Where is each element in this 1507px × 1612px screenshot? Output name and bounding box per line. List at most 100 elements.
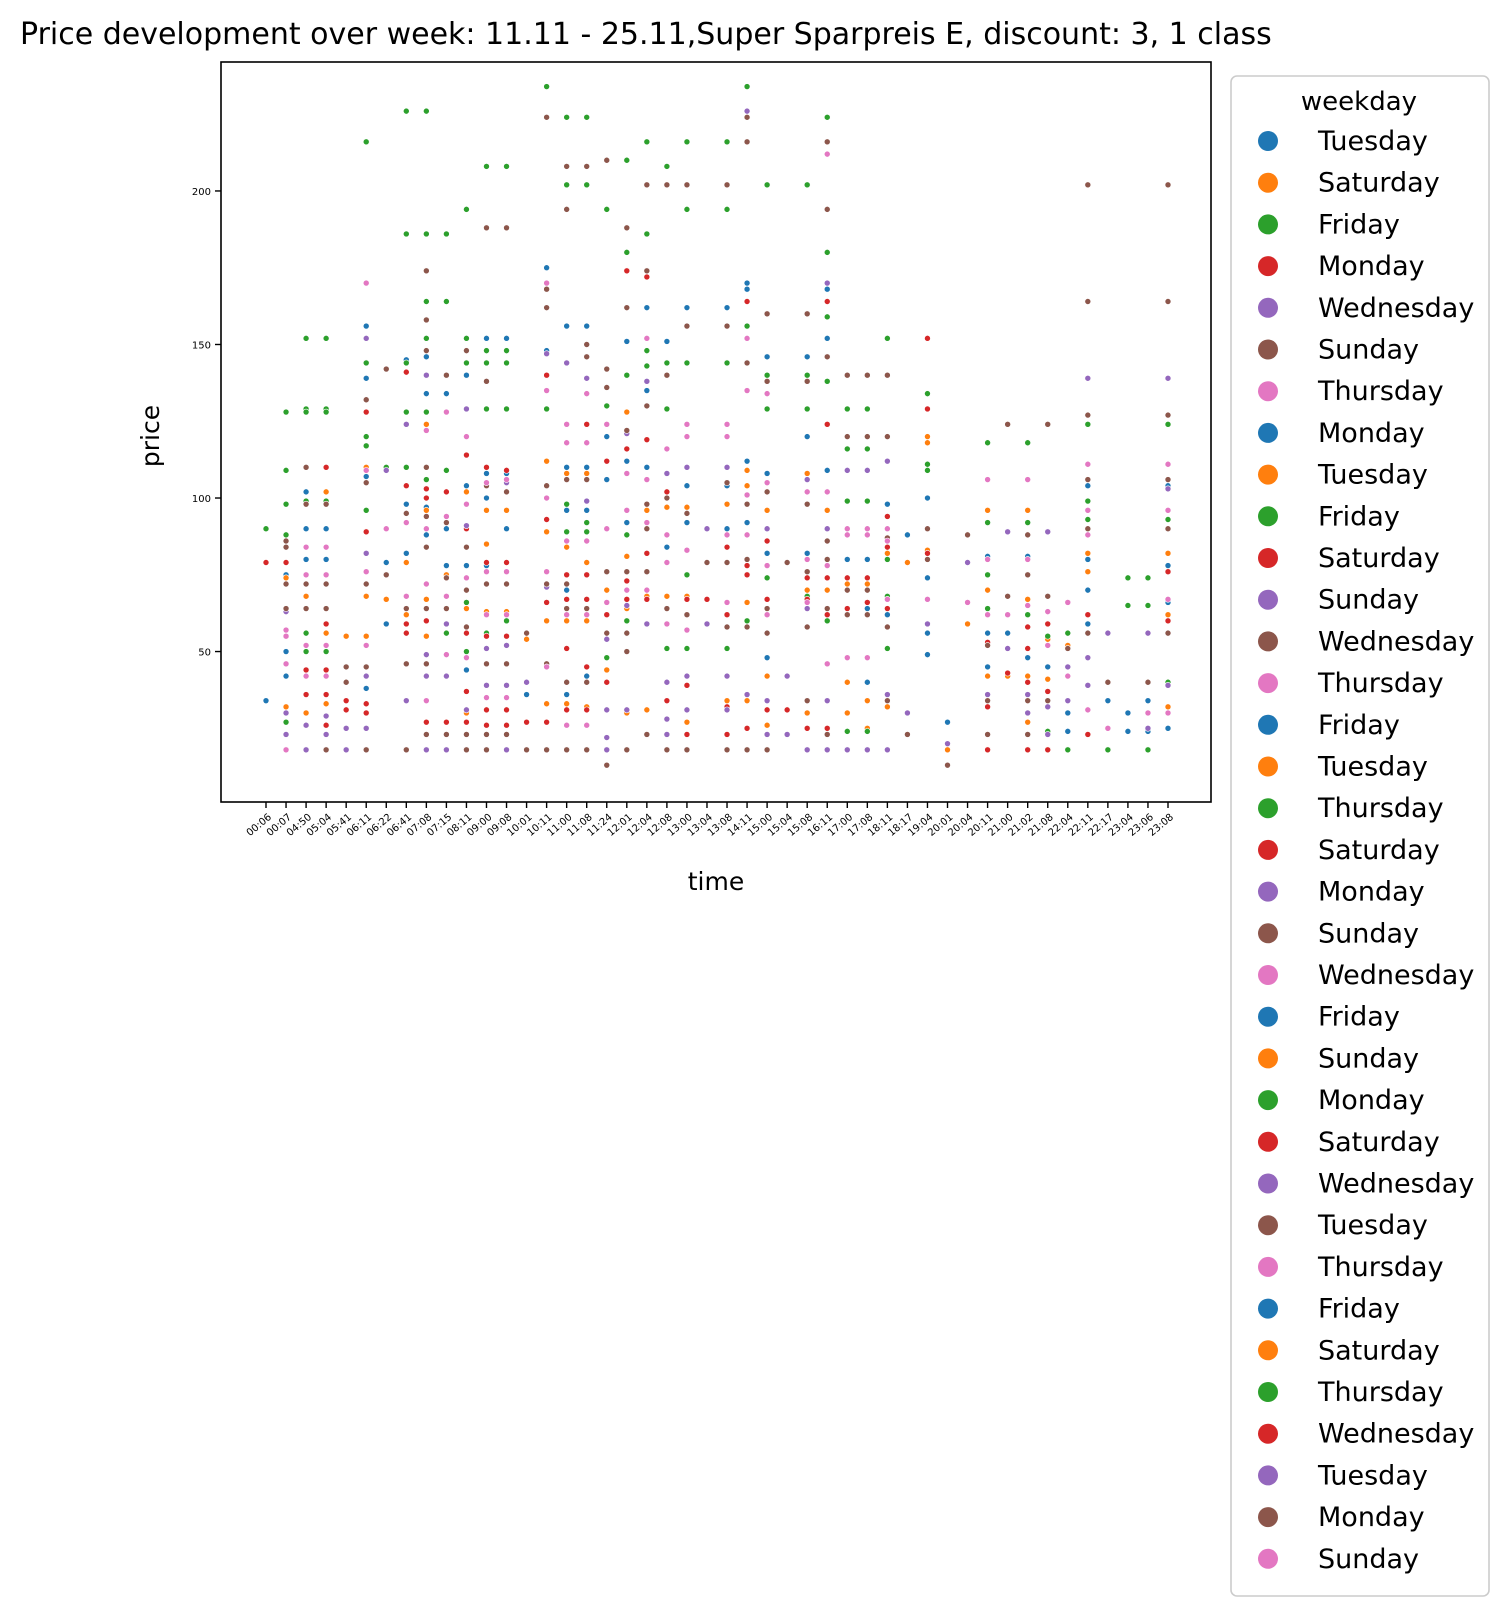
scatter-point: [683, 746, 691, 754]
scatter-point: [603, 666, 611, 674]
scatter-point: [884, 596, 891, 603]
scatter-point: [342, 632, 350, 640]
scatter-point: [884, 549, 891, 557]
scatter-point: [864, 445, 871, 453]
legend-label: Saturday: [1318, 1127, 1440, 1158]
scatter-point: [924, 651, 931, 658]
scatter-point: [483, 540, 490, 548]
scatter-point: [743, 562, 751, 569]
scatter-point: [663, 620, 671, 628]
scatter-point: [1024, 654, 1031, 661]
scatter-point: [1004, 592, 1011, 600]
scatter-point: [1004, 611, 1011, 618]
legend-marker: [1258, 1256, 1278, 1277]
scatter-point: [322, 746, 330, 754]
scatter-point: [282, 703, 290, 711]
legend-label: Friday: [1318, 501, 1400, 532]
y-tick-label: 100: [192, 494, 211, 505]
scatter-point: [1044, 608, 1052, 615]
scatter-point: [342, 697, 350, 704]
scatter-point: [843, 433, 851, 440]
scatter-point: [623, 519, 631, 526]
scatter-point: [503, 488, 510, 496]
scatter-point: [483, 224, 490, 232]
scatter-point: [543, 279, 550, 287]
legend-label: Sunday: [1318, 1544, 1419, 1575]
scatter-point: [643, 706, 651, 714]
scatter-point: [884, 500, 891, 508]
scatter-point: [583, 390, 591, 397]
scatter-point: [322, 721, 330, 729]
scatter-point: [423, 494, 430, 502]
scatter-point: [864, 605, 871, 612]
scatter-point: [583, 678, 591, 686]
legend-marker: [1258, 506, 1278, 527]
scatter-point: [543, 405, 550, 413]
legend-label: Thursday: [1317, 793, 1444, 824]
legend-label: Tuesday: [1317, 460, 1428, 491]
scatter-point: [783, 706, 791, 714]
scatter-point: [924, 620, 931, 628]
scatter-point: [443, 513, 450, 520]
scatter-point: [443, 298, 450, 305]
scatter-point: [423, 485, 430, 493]
scatter-point: [643, 596, 651, 603]
scatter-point: [924, 405, 931, 413]
scatter-point: [984, 586, 991, 594]
legend-frame: [1230, 75, 1490, 1597]
scatter-point: [1164, 703, 1172, 711]
scatter-point: [803, 709, 811, 717]
scatter-point: [603, 402, 611, 410]
scatter-point: [683, 433, 691, 440]
scatter-point: [643, 387, 651, 394]
scatter-point: [1084, 531, 1092, 539]
scatter-point: [723, 433, 731, 440]
scatter-point: [302, 691, 310, 698]
scatter-point: [1004, 669, 1011, 677]
scatter-point: [423, 596, 430, 603]
scatter-point: [843, 405, 851, 413]
legend-label: Saturday: [1318, 1335, 1440, 1366]
scatter-point: [623, 249, 631, 256]
scatter-point: [443, 592, 450, 600]
scatter-point: [803, 371, 811, 379]
scatter-point: [322, 580, 330, 588]
scatter-point: [1024, 623, 1031, 631]
scatter-point: [423, 347, 430, 354]
scatter-point: [723, 746, 731, 754]
scatter-point: [1004, 645, 1011, 652]
legend-marker: [1258, 1131, 1278, 1152]
scatter-point: [924, 390, 931, 397]
scatter-point: [423, 660, 430, 668]
scatter-point: [1004, 528, 1011, 536]
scatter-point: [603, 421, 611, 428]
scatter-point: [743, 285, 751, 293]
scatter-point: [1024, 672, 1031, 680]
scatter-point: [643, 620, 651, 628]
scatter-point: [403, 107, 410, 115]
scatter-point: [282, 718, 290, 726]
scatter-point: [723, 599, 731, 606]
scatter-point: [423, 230, 430, 238]
scatter-point: [884, 525, 891, 533]
scatter-point: [483, 559, 490, 566]
scatter-point: [382, 365, 390, 373]
legend-label: Wednesday: [1318, 1419, 1474, 1450]
scatter-point: [1044, 663, 1052, 671]
scatter-point: [463, 746, 470, 754]
scatter-point: [743, 697, 751, 704]
scatter-point: [864, 580, 871, 588]
scatter-point: [362, 473, 370, 480]
scatter-point: [864, 746, 871, 754]
scatter-point: [302, 629, 310, 637]
scatter-point: [523, 691, 530, 698]
scatter-point: [543, 580, 550, 588]
scatter-point: [302, 642, 310, 649]
legend-marker: [1258, 172, 1278, 193]
legend-label: Friday: [1318, 710, 1400, 741]
scatter-point: [603, 734, 611, 741]
scatter-point: [583, 341, 591, 348]
scatter-point: [823, 556, 831, 563]
scatter-point: [803, 725, 811, 732]
scatter-point: [763, 746, 771, 754]
